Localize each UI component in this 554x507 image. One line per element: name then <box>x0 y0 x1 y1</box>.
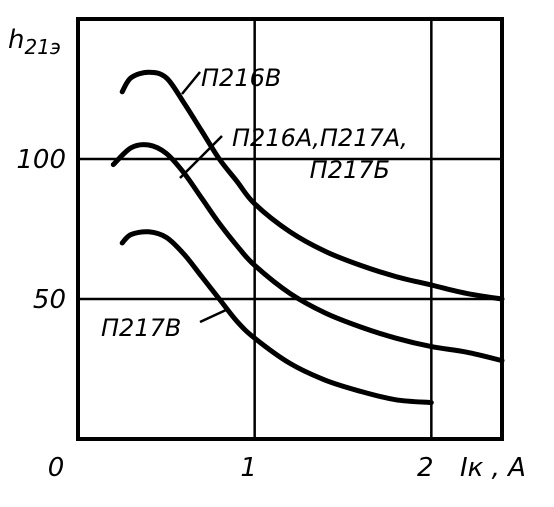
x-tick-label: 1 <box>240 453 257 483</box>
y-axis-label-main: h <box>8 25 24 55</box>
plot-frame <box>76 17 504 441</box>
leader-line <box>179 135 223 179</box>
y-tick-label: 100 <box>16 145 66 175</box>
label-p216v: П216В <box>201 64 281 92</box>
y-tick-label: 50 <box>33 285 66 315</box>
grid <box>78 19 502 439</box>
label-p217v: П217В <box>101 314 181 342</box>
curve-p217v <box>119 229 434 406</box>
x-tick-label: 0 <box>48 453 65 483</box>
leader-line <box>199 308 227 324</box>
leader-line <box>181 71 201 95</box>
label-p216a-p217a-p217b-line2: П217Б <box>310 156 390 184</box>
y-axis-label: h21э <box>8 25 61 59</box>
label-leaders <box>179 71 227 324</box>
curves <box>110 69 505 406</box>
y-axis-label-sub: 21э <box>24 35 60 59</box>
curve-labels: П216В П216А,П217А, П217Б П217В <box>101 64 408 342</box>
curve-p216a-p217a-p217b <box>110 142 505 364</box>
x-tick-label: 2 <box>417 453 434 483</box>
label-p216a-p217a-p217b: П216А,П217А, <box>232 124 408 152</box>
x-axis-label: Iк , А <box>460 453 526 483</box>
tick-labels: 0 1 2 50 100 <box>16 145 433 483</box>
curve-p216v <box>119 69 505 302</box>
